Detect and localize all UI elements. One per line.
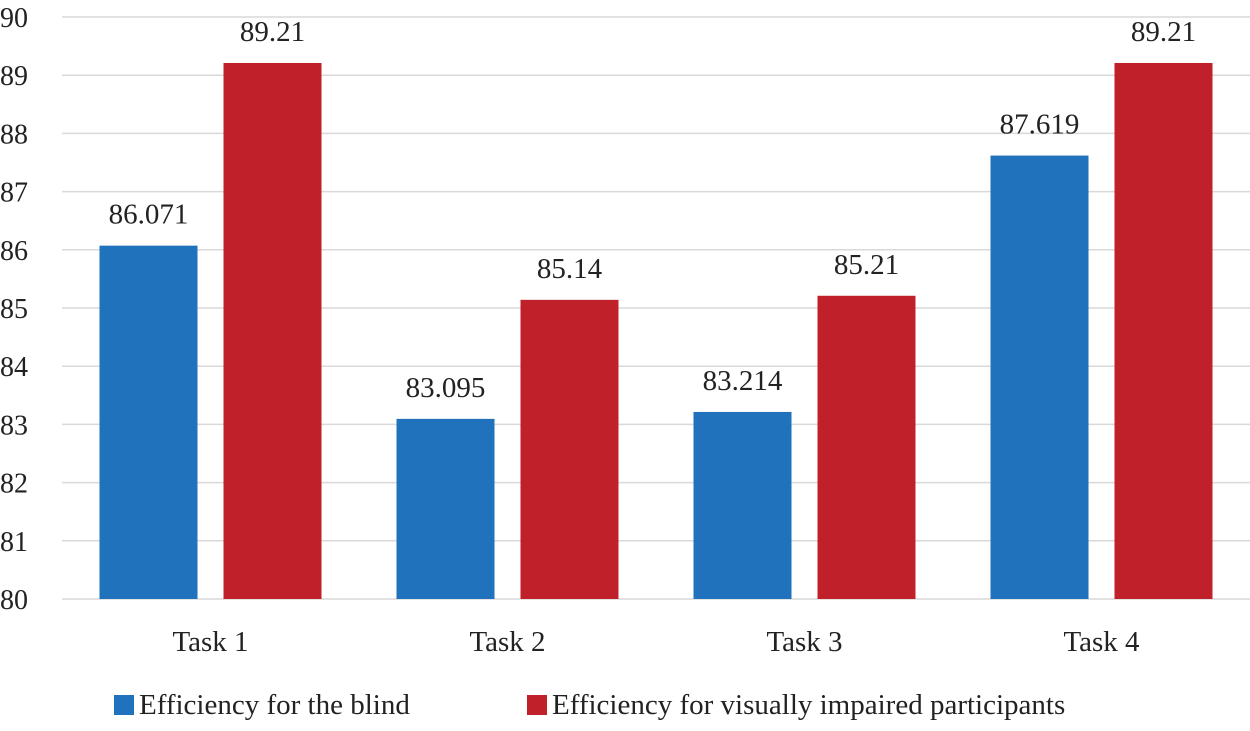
x-category-label: Task 3: [766, 626, 842, 658]
y-tick-label: 85: [0, 294, 28, 325]
bars: [99, 62, 1213, 600]
data-label: 87.619: [1000, 109, 1080, 141]
legend-label: Efficiency for visually impaired partici…: [552, 689, 1065, 721]
bar-blind-task-4: [990, 155, 1089, 599]
legend-swatch: [114, 695, 134, 715]
y-tick-label: 83: [0, 410, 28, 441]
x-category-label: Task 2: [469, 626, 545, 658]
y-tick-label: 90: [0, 3, 28, 34]
bar-visually-impaired-task-3: [817, 295, 916, 599]
y-tick-label: 82: [0, 469, 28, 500]
legend: Efficiency for the blind Efficiency for v…: [114, 689, 1065, 721]
data-label: 86.071: [109, 199, 189, 231]
data-label: 85.21: [834, 249, 899, 281]
y-tick-label: 87: [0, 178, 28, 209]
y-axis-tick-labels: 80 81 82 83 84 85 86 87 88 89 90: [0, 3, 28, 616]
legend-label: Efficiency for the blind: [139, 689, 410, 721]
data-label: 83.214: [703, 365, 783, 397]
bar-visually-impaired-task-1: [223, 62, 322, 599]
bar-blind-task-3: [693, 411, 792, 599]
data-label: 89.21: [1131, 16, 1196, 48]
bar-blind-task-2: [396, 418, 495, 599]
y-tick-label: 80: [0, 585, 28, 616]
data-label: 85.14: [537, 253, 603, 285]
y-tick-label: 84: [0, 352, 28, 383]
y-tick-label: 81: [0, 527, 28, 558]
y-tick-label: 89: [0, 61, 28, 92]
data-label: 83.095: [406, 372, 486, 404]
bar-visually-impaired-task-4: [1114, 62, 1213, 599]
y-tick-label: 88: [0, 119, 28, 150]
bar-visually-impaired-task-2: [520, 299, 619, 599]
legend-swatch: [527, 695, 547, 715]
x-axis-category-labels: Task 1 Task 2 Task 3 Task 4: [172, 626, 1140, 658]
data-label: 89.21: [240, 16, 305, 48]
data-labels: 86.071 89.21 83.095 85.14 83.214 85.21 87.619 8…: [109, 16, 1197, 404]
bar-blind-task-1: [99, 245, 198, 600]
y-tick-label: 86: [0, 236, 28, 267]
x-category-label: Task 1: [172, 626, 248, 658]
x-category-label: Task 4: [1063, 626, 1140, 658]
